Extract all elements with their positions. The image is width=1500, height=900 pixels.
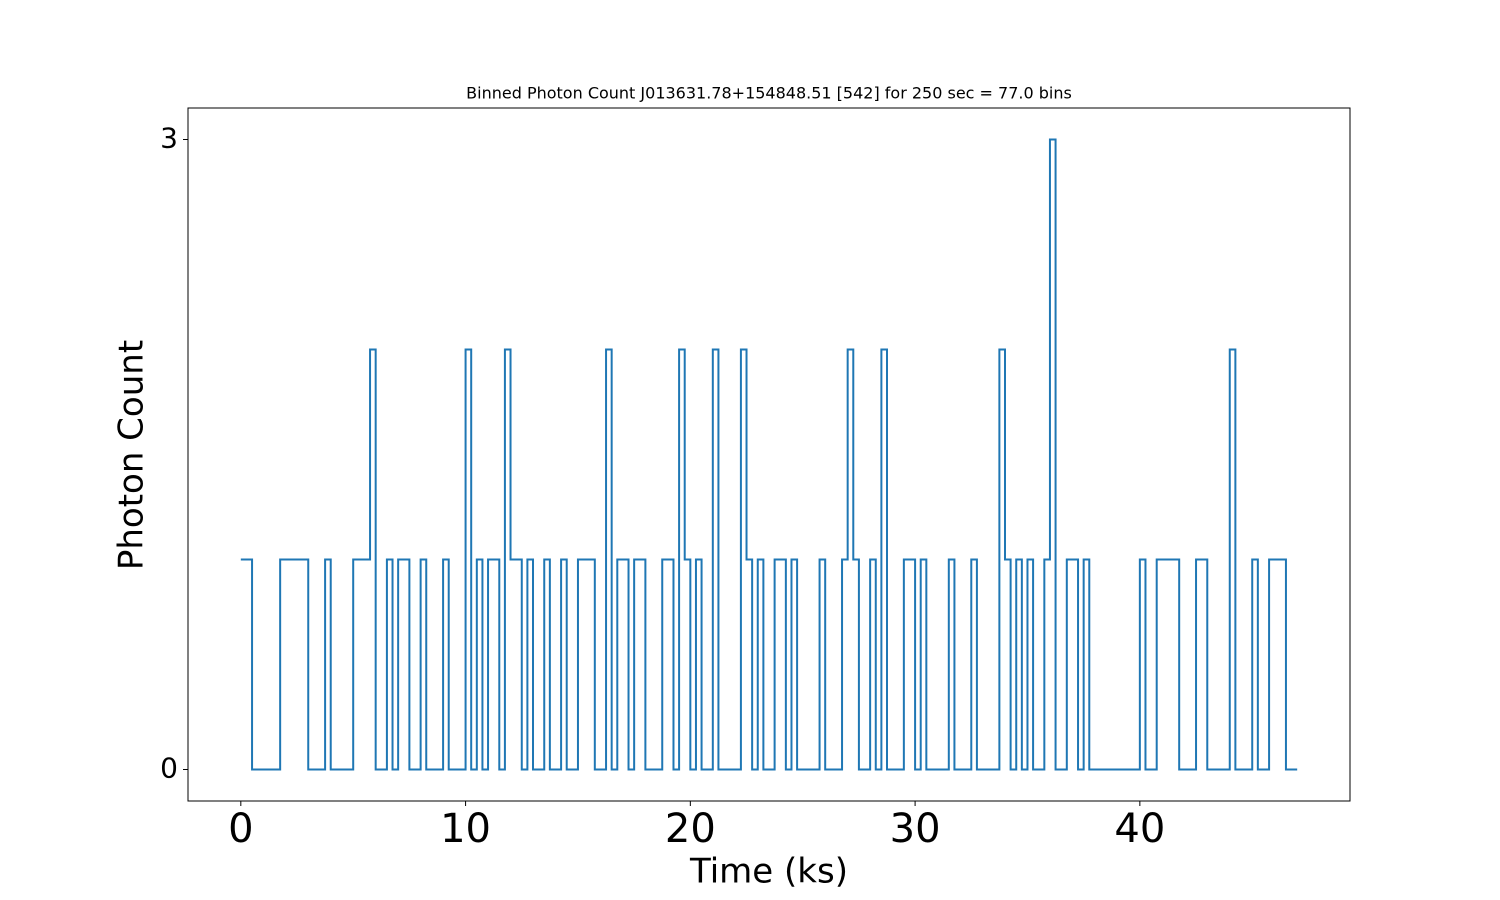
step-line [240,138,1298,771]
y-axis-label: Photon Count [112,340,152,570]
x-tick-label: 20 [665,806,716,852]
chart-title: Binned Photon Count J013631.78+154848.51… [466,84,1072,103]
plot-frame [187,107,1351,802]
y-tick-label: 0 [160,752,178,785]
x-tick-label: 0 [228,806,253,852]
x-tick-label: 40 [1114,806,1165,852]
x-axis-label: Time (ks) [689,852,848,892]
x-tick-label: 10 [440,806,491,852]
x-tick-label: 30 [890,806,941,852]
y-tick-label: 3 [160,122,178,155]
